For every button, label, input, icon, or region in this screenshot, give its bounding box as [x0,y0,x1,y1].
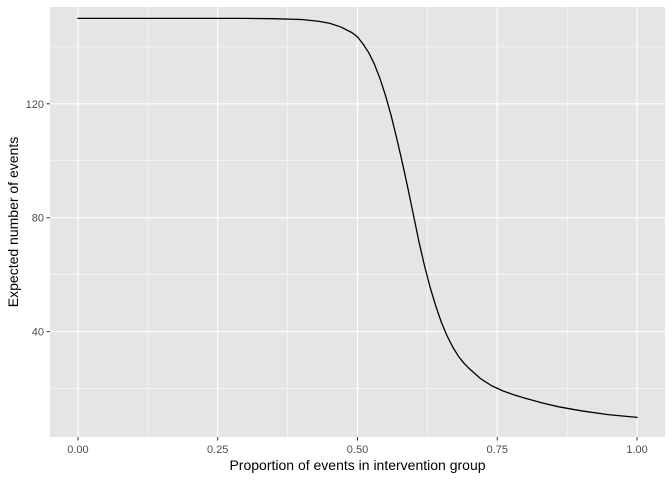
x-tick-label: 0.75 [487,444,508,456]
x-tick-label: 0.00 [67,444,88,456]
major-gridlines [50,7,665,437]
data-series-layer [77,17,638,419]
y-tick-label: 120 [26,99,44,111]
x-tick-label: 0.50 [347,444,368,456]
series-line-1 [77,17,638,419]
y-tick-label: 40 [32,327,44,339]
y-axis-title: Expected number of events [5,137,21,307]
tick-labels: 0.00 0.25 0.50 0.75 1.00 40 80 120 [26,99,648,456]
y-tick-label: 80 [32,213,44,225]
axis-ticks [46,103,638,441]
x-tick-label: 1.00 [626,444,647,456]
x-axis-title: Proportion of events in intervention gro… [229,457,485,473]
x-tick-label: 0.25 [207,444,228,456]
